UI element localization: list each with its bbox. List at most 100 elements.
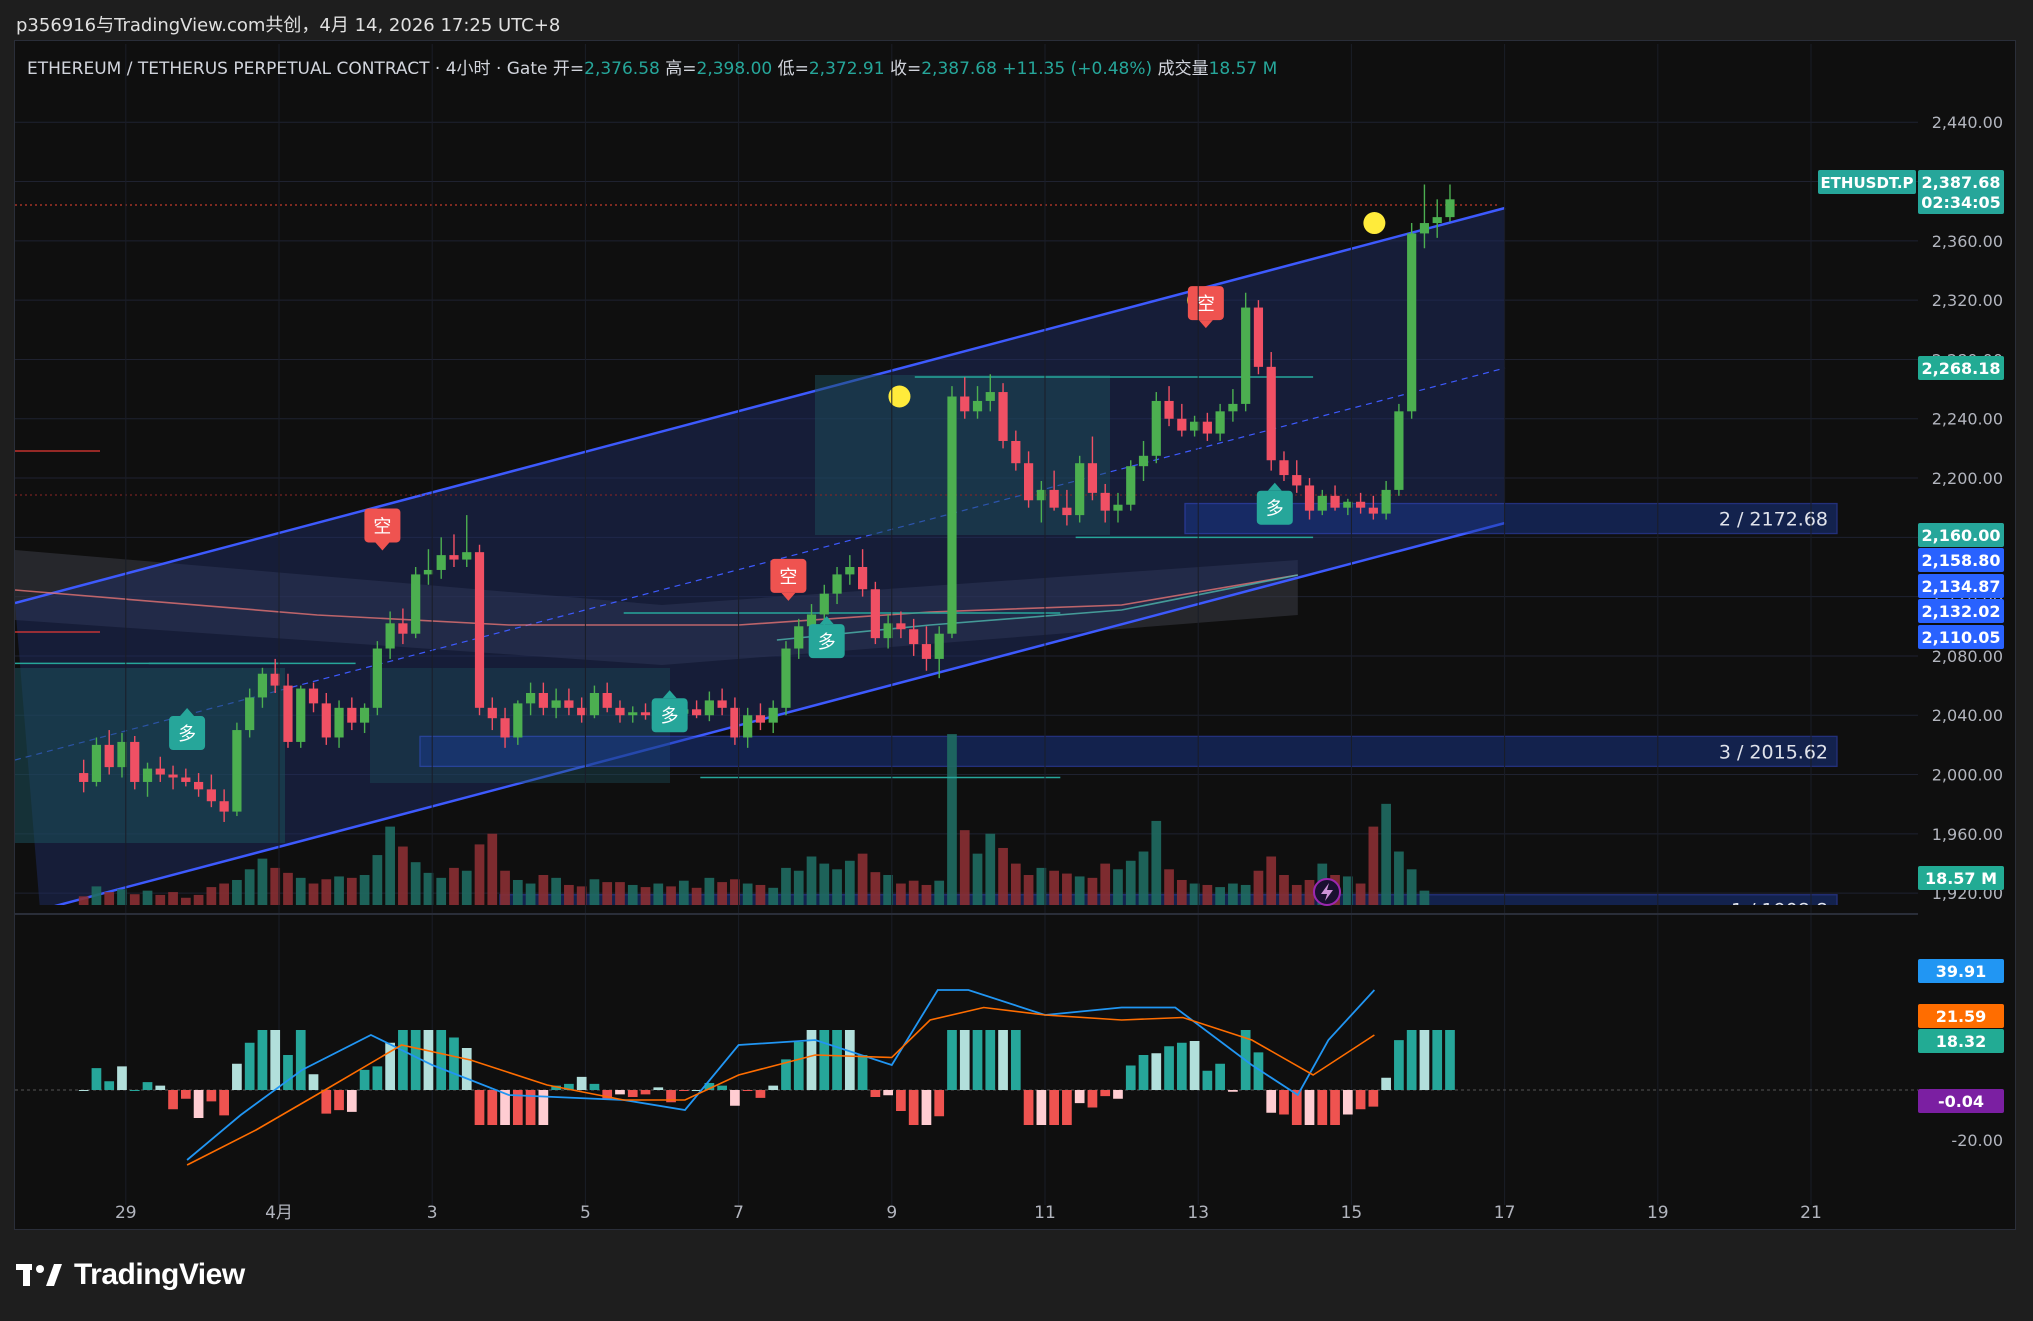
price-chart[interactable]: 2 / 2172.683 / 2015.621 / 1908.8空空空多多多多2… [0,0,2033,1240]
macd-tick-label: -20.00 [1951,1131,2003,1150]
candle [1381,481,1391,520]
macd-histogram-bar [627,1090,638,1097]
candle-body [372,648,382,708]
macd-histogram-bar [512,1090,523,1125]
macd-histogram-bar [551,1085,561,1090]
candle-body [462,552,472,560]
macd-histogram-bar [998,1030,1008,1090]
price-badge-box [1918,190,2004,214]
low-label: 低= [777,59,809,79]
short-signal-badge: 空 [364,508,401,551]
candle [423,549,434,585]
volume-bar [1304,879,1315,905]
price-badge-label: 2,387.68 [1922,173,2001,192]
candle [1215,403,1225,441]
signal-label: 多 [661,706,679,727]
cloud-band [15,550,1298,665]
price-tick-label: 2,040.00 [1932,706,2003,725]
macd-histogram-bar [1125,1065,1136,1090]
macd-histogram-bar [91,1068,102,1090]
signal-pointer [180,708,195,717]
candle-body [1266,366,1276,461]
candle [845,555,855,585]
macd-pane [15,989,1918,1166]
long-signal-badge: 多 [651,690,688,733]
price-badge-label: 2,158.80 [1922,551,2001,570]
candle [219,789,229,822]
volume-bar [78,896,89,905]
candle [794,618,804,659]
candle [1100,483,1110,523]
candle [589,685,600,719]
volume-bar [1125,860,1136,905]
candle [474,544,485,716]
candle [321,693,331,745]
price-badge: 2,268.18 [1918,356,2004,380]
candle [1126,460,1136,511]
volume-bar [410,862,421,905]
lightning-icon [1313,878,1341,906]
volume-bar [244,869,255,905]
volume-bar [972,853,983,905]
signal-line [186,1006,1375,1166]
candle [296,685,306,748]
signal-pointer [375,542,390,551]
volume-bar [398,846,408,905]
macd-histogram-bar [704,1083,715,1090]
candle [1151,392,1161,464]
candle [768,700,778,734]
candle-body [1100,492,1110,511]
volume-bar [525,883,536,905]
candle [640,703,651,720]
candle [564,688,574,716]
price-badge: 2,160.00 [1918,523,2004,547]
signal-box [651,698,688,733]
volume-bar [1419,890,1430,905]
macd-histogram-bar [270,1030,281,1090]
candle-body [1151,400,1161,456]
attribution-text: p356916与TradingView.com共创，4月 14, 2026 17… [16,15,561,36]
macd-histogram-bar [487,1090,498,1125]
candle-body [232,730,242,812]
high-label: 高= [665,59,697,79]
volume-bar [372,855,383,905]
candle [1011,430,1021,471]
macd-histogram-bar [742,1090,753,1091]
macd-histogram-bar [755,1090,766,1098]
volume-bar [500,870,510,905]
price-badge-label: 02:34:05 [1921,193,2001,212]
macd-histogram-bar [640,1090,651,1095]
candle-body [1036,489,1046,501]
candle-body [1164,400,1174,419]
macd-histogram-bar [1394,1040,1404,1090]
candle [270,658,280,694]
volume-bar [359,875,370,905]
macd-histogram-bar [155,1085,166,1090]
macd-histogram-bar [781,1059,791,1090]
volume-bar [768,887,779,905]
candle [985,374,995,412]
macd-histogram-bar [602,1090,613,1099]
macd-histogram-bar [844,1030,855,1090]
long-signal-badge: 多 [169,708,206,751]
candle [1036,481,1046,523]
symbol-tag-box [1818,170,1916,194]
candle-body [640,712,651,716]
candle [155,756,165,782]
macd-badge-label: -0.04 [1938,1092,1984,1111]
candle-body [1317,495,1327,511]
signal-pointer [1198,320,1213,329]
candle-body [219,801,229,812]
candle-body [909,629,919,645]
volume-badge: 18.57 M [1918,866,2004,890]
candle [743,707,753,748]
candle-body [385,623,395,649]
macd-histogram-bar [129,1090,140,1091]
candle-body [168,774,178,778]
brand-name: TradingView [74,1258,245,1291]
candle [538,682,548,716]
footer-brand[interactable]: TradingView [16,1255,245,1295]
candle-body [308,688,319,704]
candle [857,549,868,597]
macd-histogram-bar [1176,1042,1187,1090]
